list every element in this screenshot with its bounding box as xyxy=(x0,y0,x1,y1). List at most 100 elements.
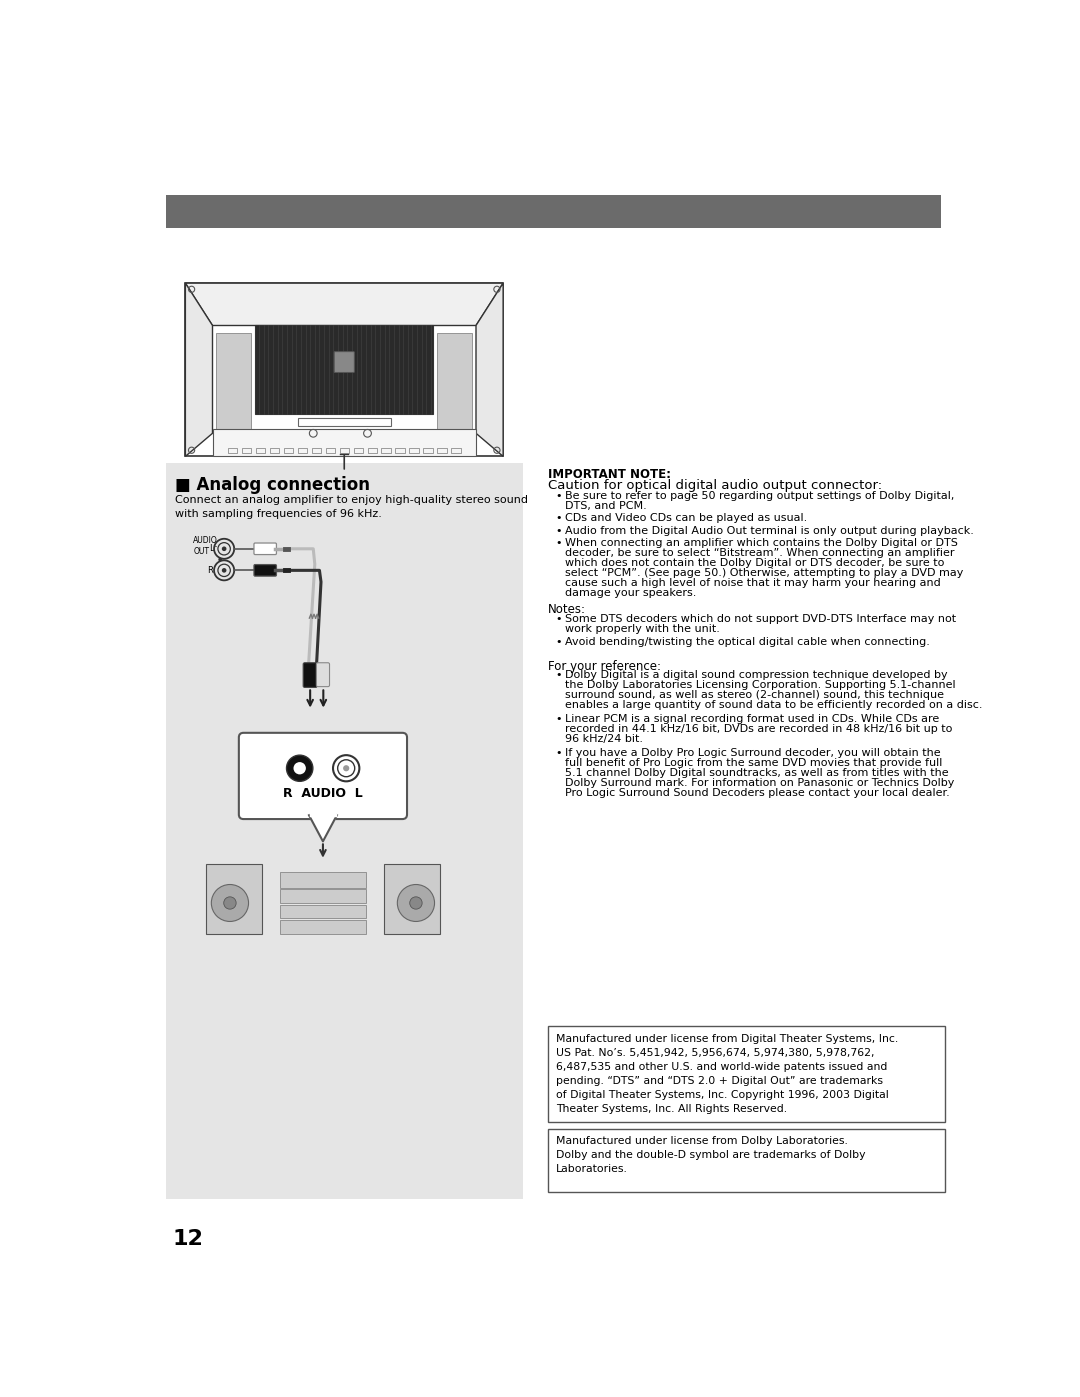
Text: 96 kHz/24 bit.: 96 kHz/24 bit. xyxy=(565,735,643,745)
Text: Avoid bending/twisting the optical digital cable when connecting.: Avoid bending/twisting the optical digit… xyxy=(565,637,930,647)
Bar xyxy=(298,418,391,426)
Bar xyxy=(326,448,335,453)
Bar xyxy=(213,429,476,457)
Text: •: • xyxy=(556,749,563,759)
Text: Notes:: Notes: xyxy=(548,604,586,616)
Bar xyxy=(255,326,433,414)
Text: Be sure to refer to page 50 regarding output settings of Dolby Digital,: Be sure to refer to page 50 regarding ou… xyxy=(565,490,955,502)
Text: Some DTS decoders which do not support DVD-DTS Interface may not: Some DTS decoders which do not support D… xyxy=(565,615,956,624)
Bar xyxy=(395,448,405,453)
Text: CDs and Video CDs can be played as usual.: CDs and Video CDs can be played as usual… xyxy=(565,513,808,524)
FancyBboxPatch shape xyxy=(254,564,276,576)
Polygon shape xyxy=(186,284,503,326)
Bar xyxy=(281,872,365,887)
Text: full benefit of Pro Logic from the same DVD movies that provide full: full benefit of Pro Logic from the same … xyxy=(565,759,943,768)
Bar xyxy=(437,448,446,453)
Text: If you have a Dolby Pro Logic Surround decoder, you will obtain the: If you have a Dolby Pro Logic Surround d… xyxy=(565,749,941,759)
Text: Manufactured under license from Digital Theater Systems, Inc.
US Pat. No’s. 5,45: Manufactured under license from Digital … xyxy=(556,1034,899,1113)
Bar xyxy=(548,1129,945,1192)
Circle shape xyxy=(221,569,227,573)
Text: •: • xyxy=(556,615,563,624)
FancyBboxPatch shape xyxy=(316,662,329,686)
Bar xyxy=(548,1027,945,1122)
Bar xyxy=(451,448,460,453)
Text: •: • xyxy=(556,525,563,535)
Text: damage your speakers.: damage your speakers. xyxy=(565,588,697,598)
Bar xyxy=(256,448,266,453)
Text: •: • xyxy=(556,714,563,724)
Bar xyxy=(381,448,391,453)
Text: Dolby Digital is a digital sound compression technique developed by: Dolby Digital is a digital sound compres… xyxy=(565,671,948,680)
Circle shape xyxy=(409,897,422,909)
Text: DTS, and PCM.: DTS, and PCM. xyxy=(565,502,647,511)
Bar xyxy=(281,888,365,902)
Bar xyxy=(423,448,433,453)
Circle shape xyxy=(212,884,248,922)
Text: When connecting an amplifier which contains the Dolby Digital or DTS: When connecting an amplifier which conta… xyxy=(565,538,958,548)
Text: Dolby Surround mark. For information on Panasonic or Technics Dolby: Dolby Surround mark. For information on … xyxy=(565,778,955,788)
Bar xyxy=(437,334,472,429)
Bar xyxy=(384,865,440,933)
Text: which does not contain the Dolby Digital or DTS decoder, be sure to: which does not contain the Dolby Digital… xyxy=(565,557,945,569)
Bar xyxy=(270,448,279,453)
Text: Pro Logic Surround Sound Decoders please contact your local dealer.: Pro Logic Surround Sound Decoders please… xyxy=(565,788,950,798)
Circle shape xyxy=(397,884,434,922)
Text: •: • xyxy=(556,637,563,647)
Text: the Dolby Laboratories Licensing Corporation. Supporting 5.1-channel: the Dolby Laboratories Licensing Corpora… xyxy=(565,680,956,690)
Text: •: • xyxy=(556,513,563,524)
Bar xyxy=(186,284,503,457)
Bar xyxy=(312,448,321,453)
FancyBboxPatch shape xyxy=(239,733,407,819)
Text: R: R xyxy=(207,566,213,574)
Polygon shape xyxy=(309,816,337,841)
Text: select “PCM”. (See page 50.) Otherwise, attempting to play a DVD may: select “PCM”. (See page 50.) Otherwise, … xyxy=(565,569,963,578)
Bar xyxy=(339,448,349,453)
Text: Audio from the Digital Audio Out terminal is only output during playback.: Audio from the Digital Audio Out termina… xyxy=(565,525,974,535)
Bar xyxy=(367,448,377,453)
Text: work properly with the unit.: work properly with the unit. xyxy=(565,624,720,634)
Bar xyxy=(228,448,238,453)
Bar xyxy=(206,865,261,933)
Text: L: L xyxy=(208,545,213,553)
Text: Caution for optical digital audio output connector:: Caution for optical digital audio output… xyxy=(548,479,882,492)
Text: 12: 12 xyxy=(172,1229,203,1249)
Bar xyxy=(281,904,365,918)
Bar xyxy=(216,334,252,429)
Text: For your reference:: For your reference: xyxy=(548,659,661,673)
Circle shape xyxy=(294,763,306,774)
Text: Manufactured under license from Dolby Laboratories.
Dolby and the double-D symbo: Manufactured under license from Dolby La… xyxy=(556,1136,865,1175)
Text: decoder, be sure to select “Bitstream”. When connecting an amplifier: decoder, be sure to select “Bitstream”. … xyxy=(565,548,955,557)
Text: IMPORTANT NOTE:: IMPORTANT NOTE: xyxy=(548,468,671,481)
Text: surround sound, as well as stereo (2-channel) sound, this technique: surround sound, as well as stereo (2-cha… xyxy=(565,690,944,700)
Bar xyxy=(284,448,293,453)
Polygon shape xyxy=(186,284,213,457)
Text: recorded in 44.1 kHz/16 bit, DVDs are recorded in 48 kHz/16 bit up to: recorded in 44.1 kHz/16 bit, DVDs are re… xyxy=(565,725,953,735)
Text: AUDIO
OUT: AUDIO OUT xyxy=(193,535,218,556)
Bar xyxy=(298,448,307,453)
Text: enables a large quantity of sound data to be efficiently recorded on a disc.: enables a large quantity of sound data t… xyxy=(565,700,983,711)
Circle shape xyxy=(343,766,349,771)
Text: R  AUDIO  L: R AUDIO L xyxy=(283,788,363,800)
Bar xyxy=(242,448,252,453)
Text: •: • xyxy=(556,490,563,502)
Text: •: • xyxy=(556,538,563,548)
Bar xyxy=(166,196,941,228)
FancyBboxPatch shape xyxy=(303,662,318,687)
Text: Linear PCM is a signal recording format used in CDs. While CDs are: Linear PCM is a signal recording format … xyxy=(565,714,940,724)
Polygon shape xyxy=(476,284,503,457)
Circle shape xyxy=(224,897,237,909)
Text: cause such a high level of noise that it may harm your hearing and: cause such a high level of noise that it… xyxy=(565,578,941,588)
Text: ■ Analog connection: ■ Analog connection xyxy=(175,475,370,493)
Text: 5.1 channel Dolby Digital soundtracks, as well as from titles with the: 5.1 channel Dolby Digital soundtracks, a… xyxy=(565,768,948,778)
Bar xyxy=(281,921,365,933)
Circle shape xyxy=(333,756,360,781)
FancyBboxPatch shape xyxy=(254,543,276,555)
Circle shape xyxy=(221,546,227,550)
Circle shape xyxy=(286,756,313,781)
Bar xyxy=(353,448,363,453)
Circle shape xyxy=(218,557,222,562)
Bar xyxy=(409,448,419,453)
FancyBboxPatch shape xyxy=(334,352,354,373)
Text: •: • xyxy=(556,671,563,680)
Text: Connect an analog amplifier to enjoy high-quality stereo sound
with sampling fre: Connect an analog amplifier to enjoy hig… xyxy=(175,495,528,518)
